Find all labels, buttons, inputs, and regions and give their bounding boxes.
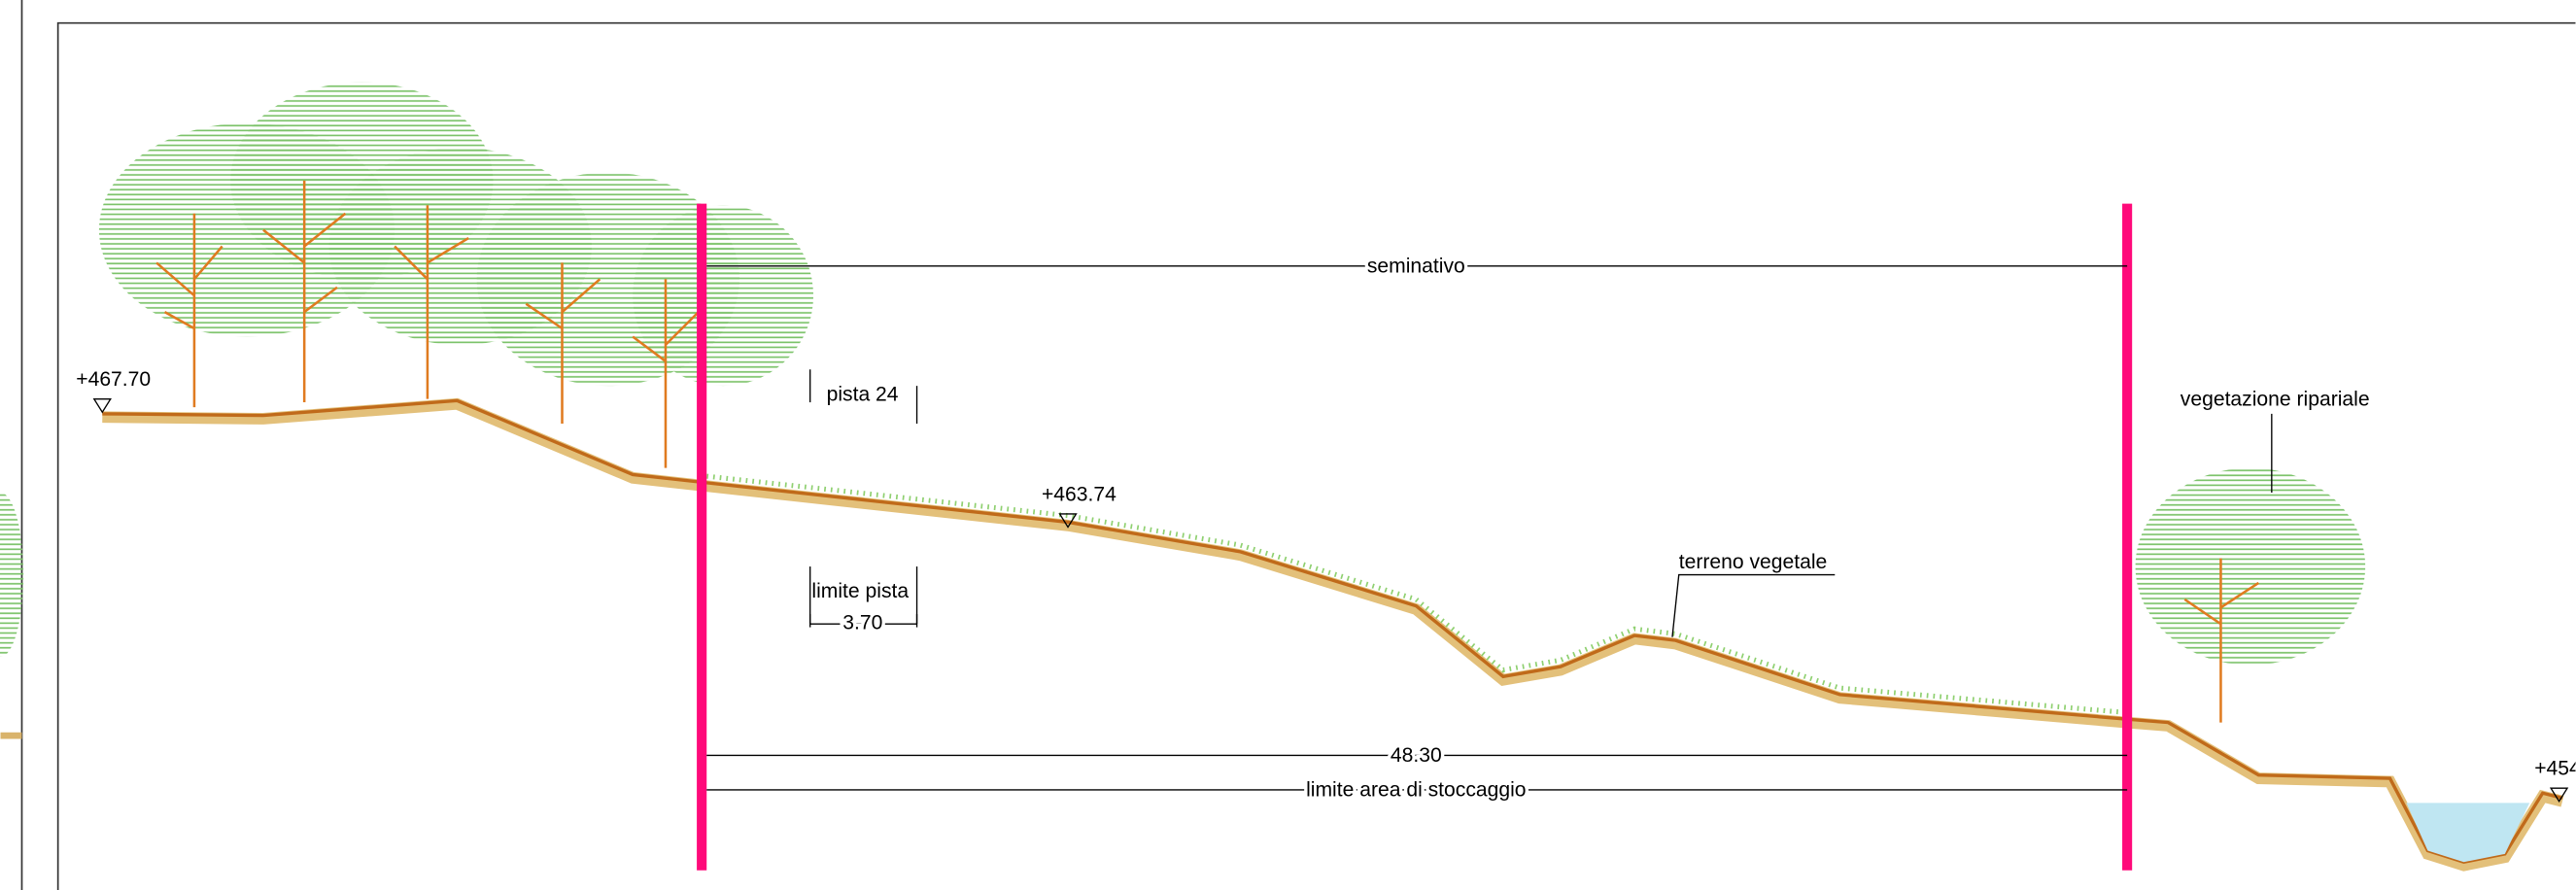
trees <box>98 82 2366 723</box>
left-panel-vegetation <box>0 493 24 739</box>
label: terreno vegetale <box>1679 551 1828 573</box>
dimension: 48.30 <box>1391 744 1442 767</box>
frame <box>20 0 2576 890</box>
ground-profile <box>102 397 2564 872</box>
label: limite area di stoccaggio <box>1306 779 1526 802</box>
labels: +467.70 +463.74 +454 seminativo pista 24… <box>76 252 2576 804</box>
limit-posts <box>697 203 2133 871</box>
label: limite pista <box>811 580 909 602</box>
label: pista 24 <box>827 383 899 405</box>
dimension: 3.70 <box>842 611 882 633</box>
label: seminativo <box>1367 256 1465 278</box>
elevation: +454 <box>2534 758 2576 780</box>
label: vegetazione ripariale <box>2181 388 2370 410</box>
elevation: +467.70 <box>76 368 151 391</box>
elevation: +463.74 <box>1042 483 1116 505</box>
dimension-lines <box>92 265 2569 804</box>
